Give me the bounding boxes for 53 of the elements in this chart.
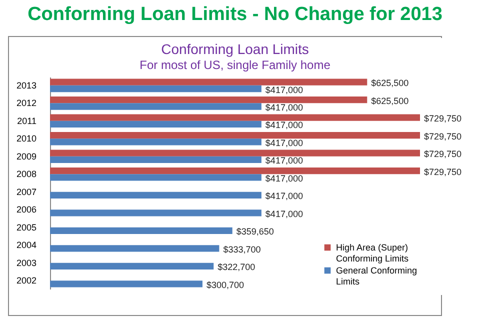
y-tick-label: 2007 bbox=[16, 186, 36, 197]
data-label: $417,000 bbox=[265, 120, 303, 130]
bar bbox=[50, 280, 202, 288]
chart-subtitle: Conforming Loan Limits bbox=[161, 41, 309, 57]
bar bbox=[50, 210, 262, 216]
data-label: $333,700 bbox=[223, 244, 261, 254]
data-label: $300,700 bbox=[206, 280, 244, 290]
bar bbox=[50, 120, 262, 128]
legend-label: High Area (Super) Conforming Limits bbox=[336, 242, 410, 264]
bar bbox=[50, 150, 420, 156]
y-tick-label: 2008 bbox=[16, 169, 36, 180]
y-tick-label: 2006 bbox=[16, 204, 36, 215]
legend-label: General Conforming Limits bbox=[336, 266, 418, 286]
bar bbox=[50, 103, 262, 110]
bar bbox=[50, 85, 262, 92]
bar bbox=[50, 156, 262, 164]
y-tick-label: 2011 bbox=[17, 116, 36, 126]
bar bbox=[50, 192, 262, 199]
bar bbox=[50, 114, 420, 121]
y-tick-label: 2005 bbox=[16, 222, 36, 232]
bar bbox=[50, 78, 368, 86]
data-label: $417,000 bbox=[265, 156, 303, 166]
y-tick-label: 2003 bbox=[16, 258, 36, 268]
bar bbox=[50, 132, 420, 139]
y-tick-label: 2010 bbox=[16, 134, 36, 144]
data-label: $359,650 bbox=[236, 226, 274, 237]
data-label: $417,000 bbox=[265, 84, 303, 95]
data-label: $417,000 bbox=[265, 191, 303, 202]
bar bbox=[50, 262, 214, 270]
text: For most of US, single Family home bbox=[140, 58, 331, 72]
data-label: $417,000 bbox=[265, 173, 303, 184]
data-label: $417,000 bbox=[265, 102, 303, 112]
bar bbox=[50, 227, 232, 234]
data-label: $417,000 bbox=[265, 208, 303, 219]
data-label: $322,700 bbox=[218, 262, 256, 272]
bar bbox=[50, 96, 368, 104]
bar bbox=[50, 174, 262, 181]
y-tick-label: 2009 bbox=[16, 151, 36, 162]
data-label: $729,750 bbox=[424, 131, 462, 142]
data-label: $729,750 bbox=[424, 114, 462, 124]
y-tick-label: 2002 bbox=[16, 276, 36, 286]
data-label: $625,500 bbox=[371, 96, 409, 106]
data-label: $417,000 bbox=[265, 138, 303, 148]
data-label: $729,750 bbox=[424, 166, 462, 177]
y-tick-label: 2012 bbox=[16, 98, 36, 108]
bar bbox=[50, 245, 220, 252]
data-label: $729,750 bbox=[424, 149, 462, 160]
y-tick-label: 2013 bbox=[16, 80, 36, 90]
y-tick-label: 2004 bbox=[16, 240, 36, 250]
bar bbox=[50, 167, 420, 174]
data-label: $625,500 bbox=[371, 78, 409, 88]
bar bbox=[50, 138, 262, 146]
chart-title: Conforming Loan Limits - No Change for 2013 bbox=[26, 4, 444, 27]
